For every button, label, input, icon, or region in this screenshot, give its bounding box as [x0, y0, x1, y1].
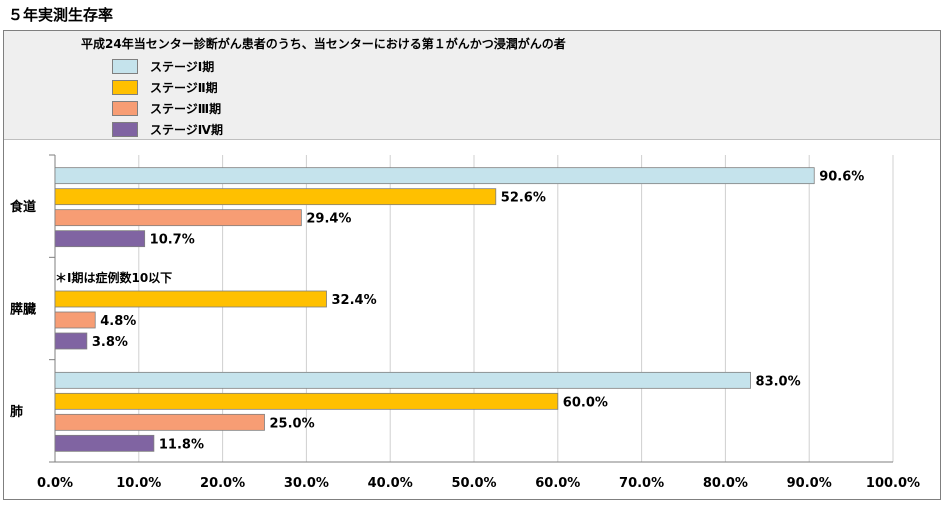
x-tick-label: 100.0% [866, 476, 920, 491]
data-label: 29.4% [306, 212, 351, 227]
legend-swatch [112, 100, 138, 116]
legend-label: ステージⅠ期 [150, 59, 215, 74]
category-label: 膵臓 [10, 302, 36, 318]
legend-panel [4, 31, 940, 140]
annotation-note: ＊Ⅰ期は症例数10以下 [55, 270, 172, 285]
chart-title: 平成24年当センター診断がん患者のうち、当センターにおける第１がんかつ浸潤がんの… [81, 37, 566, 51]
x-tick-label: 50.0% [451, 476, 496, 491]
bar [54, 371, 751, 389]
x-tick-label: 0.0% [37, 476, 73, 491]
x-tick-label: 80.0% [703, 476, 748, 491]
data-label: 52.6% [501, 191, 546, 206]
data-label: 90.6% [819, 170, 864, 185]
x-tick-label: 40.0% [368, 476, 413, 491]
bar [54, 392, 559, 410]
data-label: 11.8% [159, 437, 204, 452]
x-tick-label: 70.0% [619, 476, 664, 491]
legend-label: ステージⅣ期 [150, 122, 223, 137]
bar [54, 188, 497, 206]
bar [54, 290, 327, 308]
legend-item: ステージⅢ期 [112, 99, 221, 117]
bar [54, 332, 88, 350]
data-label: 25.0% [270, 416, 315, 431]
x-tick-label: 20.0% [200, 476, 245, 491]
legend-item: ステージⅣ期 [112, 120, 223, 138]
legend-swatch [112, 121, 138, 137]
x-tick-label: 10.0% [116, 476, 161, 491]
data-label: 4.8% [100, 314, 136, 329]
bar [54, 230, 146, 248]
legend-label: ステージⅢ期 [150, 101, 222, 116]
x-tick-label: 90.0% [787, 476, 832, 491]
legend-item: ステージⅡ期 [112, 78, 218, 96]
legend-swatch [112, 79, 138, 95]
bar [54, 434, 155, 452]
bar [54, 167, 815, 185]
x-tick-label: 60.0% [535, 476, 580, 491]
data-label: 83.0% [756, 374, 801, 389]
x-tick-label: 30.0% [284, 476, 329, 491]
legend-label: ステージⅡ期 [150, 80, 218, 95]
bar [54, 209, 302, 227]
page-title: ５年実測生存率 [8, 6, 114, 24]
data-label: 3.8% [92, 335, 128, 350]
data-label: 60.0% [563, 395, 608, 410]
bar [54, 311, 96, 329]
bar [54, 413, 265, 431]
legend-item: ステージⅠ期 [112, 57, 214, 75]
data-label: 32.4% [332, 293, 377, 308]
category-label: 肺 [10, 404, 23, 420]
data-label: 10.7% [150, 233, 195, 248]
chart-frame [3, 30, 941, 500]
category-label: 食道 [10, 199, 36, 215]
legend-swatch [112, 58, 138, 74]
